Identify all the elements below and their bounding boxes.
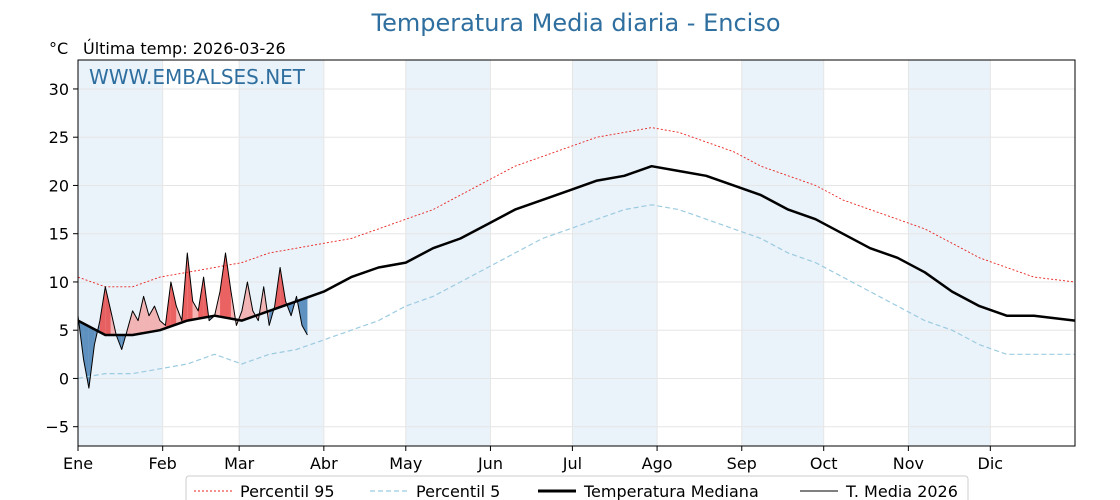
y-tick-label: 10 bbox=[49, 273, 69, 292]
percentile-5-line bbox=[77, 204, 1075, 379]
plot-frame bbox=[77, 59, 1076, 447]
month-band bbox=[78, 60, 163, 446]
month-band bbox=[908, 60, 991, 446]
above-median-fill bbox=[149, 306, 155, 333]
y-tick-label: 5 bbox=[59, 321, 69, 340]
above-median-fill bbox=[105, 286, 111, 336]
x-tick-label: Jul bbox=[562, 454, 582, 473]
x-tick-label: Ene bbox=[63, 454, 93, 473]
above-median-fill bbox=[192, 301, 199, 320]
above-median-fill bbox=[132, 310, 139, 336]
above-median-fill bbox=[170, 281, 177, 327]
above-median-fill bbox=[187, 253, 193, 321]
percentile-95-line bbox=[77, 127, 1076, 288]
unit-label: °C bbox=[49, 39, 68, 58]
current-year-line bbox=[77, 252, 308, 389]
x-tick-label: Dic bbox=[978, 454, 1004, 473]
y-tick-label: 0 bbox=[59, 369, 69, 388]
below-median-fill bbox=[301, 297, 308, 336]
above-median-fill bbox=[138, 296, 144, 335]
x-axis: Ene Feb Mar Abr May Jun Jul Ago Sep Oct Nov Dic bbox=[63, 446, 1003, 473]
legend-current-label: T. Media 2026 bbox=[845, 482, 958, 500]
last-temp-label: Última temp: 2026-03-26 bbox=[83, 39, 286, 58]
legend-box bbox=[185, 475, 969, 500]
watermark: WWW.EMBALSES.NET bbox=[89, 65, 306, 89]
y-tick-label: 15 bbox=[49, 225, 69, 244]
below-median-fill bbox=[83, 323, 89, 389]
month-band bbox=[572, 60, 658, 446]
legend-median-label: Temperatura Mediana bbox=[583, 482, 759, 500]
above-median-fill bbox=[154, 306, 160, 332]
x-tick-label: Ago bbox=[642, 454, 673, 473]
above-median-fill bbox=[220, 253, 226, 318]
legend-p5-label: Percentil 5 bbox=[416, 482, 500, 500]
chart-title: Temperatura Media diaria - Enciso bbox=[370, 9, 780, 37]
y-tick-label: 30 bbox=[49, 80, 69, 99]
grid-lines bbox=[77, 60, 1075, 446]
series-lines bbox=[77, 127, 1076, 389]
month-band bbox=[239, 60, 324, 446]
y-axis: −5 0 5 10 15 20 25 30 bbox=[45, 80, 78, 437]
x-tick-label: May bbox=[389, 454, 422, 473]
x-tick-label: Nov bbox=[893, 454, 924, 473]
x-tick-label: Mar bbox=[224, 454, 255, 473]
y-tick-label: 25 bbox=[49, 128, 69, 147]
shaded-month-bands bbox=[78, 60, 991, 446]
y-tick-label: 20 bbox=[49, 176, 69, 195]
above-median-fill bbox=[99, 286, 106, 336]
y-tick-label: −5 bbox=[45, 418, 69, 437]
below-median-fill bbox=[88, 326, 95, 389]
month-band bbox=[741, 60, 824, 446]
x-tick-label: Oct bbox=[810, 454, 838, 473]
x-tick-label: Abr bbox=[310, 454, 338, 473]
median-line bbox=[77, 164, 1076, 337]
legend: Percentil 95 Percentil 5 Temperatura Med… bbox=[185, 475, 969, 500]
above-median-fill bbox=[143, 296, 150, 334]
above-median-fill bbox=[225, 253, 231, 319]
x-tick-label: Jun bbox=[477, 454, 503, 473]
legend-p95-label: Percentil 95 bbox=[240, 482, 335, 500]
x-tick-label: Feb bbox=[149, 454, 177, 473]
month-band bbox=[405, 60, 491, 446]
x-tick-label: Sep bbox=[727, 454, 757, 473]
